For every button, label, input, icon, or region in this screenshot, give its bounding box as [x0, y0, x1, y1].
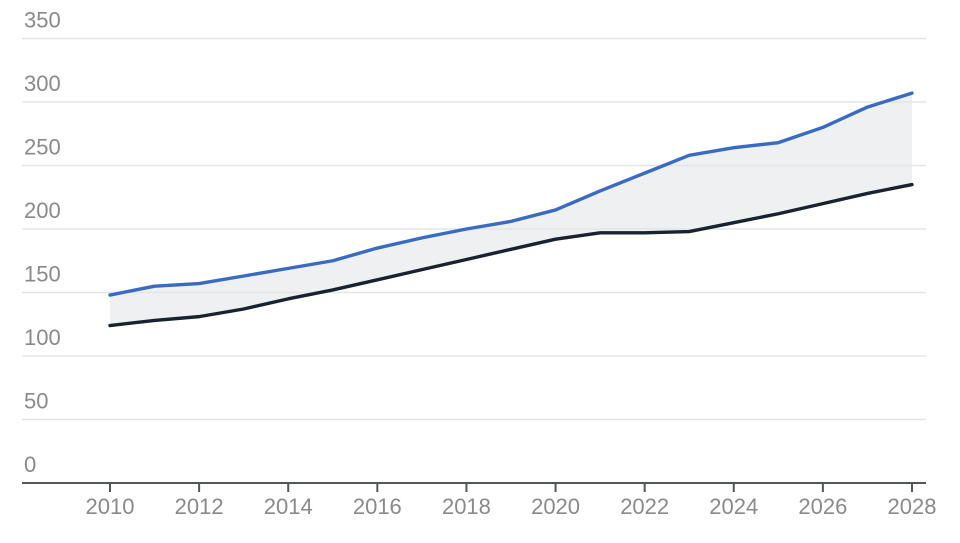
x-tick-label: 2018 [442, 494, 491, 519]
series-lower_dark_line [108, 182, 914, 328]
y-tick-label: 250 [24, 135, 61, 160]
y-tick-label: 150 [24, 262, 61, 287]
y-axis-labels: 0 50 100 150 200 250 300 350 [24, 8, 61, 478]
gridlines [22, 37, 926, 421]
x-tick-label: 2026 [798, 494, 847, 519]
x-axis-ticks [109, 483, 913, 492]
y-tick-label: 350 [24, 8, 61, 33]
y-tick-label: 100 [24, 325, 61, 350]
x-tick-label: 2020 [531, 494, 580, 519]
x-tick-label: 2010 [86, 494, 135, 519]
x-tick-label: 2028 [888, 494, 937, 519]
series-upper_blue_line [108, 91, 914, 297]
y-tick-label: 0 [24, 452, 36, 477]
y-tick-label: 200 [24, 198, 61, 223]
x-axis-labels: 2010 2012 2014 2016 2018 2020 2022 2024 2026 2028 [86, 494, 937, 519]
y-tick-label: 300 [24, 71, 61, 96]
y-tick-label: 50 [24, 389, 48, 414]
x-tick-label: 2024 [709, 494, 758, 519]
series-band-fill [110, 93, 912, 326]
x-tick-label: 2016 [353, 494, 402, 519]
x-tick-label: 2022 [620, 494, 669, 519]
x-tick-label: 2014 [264, 494, 313, 519]
x-tick-label: 2012 [175, 494, 224, 519]
